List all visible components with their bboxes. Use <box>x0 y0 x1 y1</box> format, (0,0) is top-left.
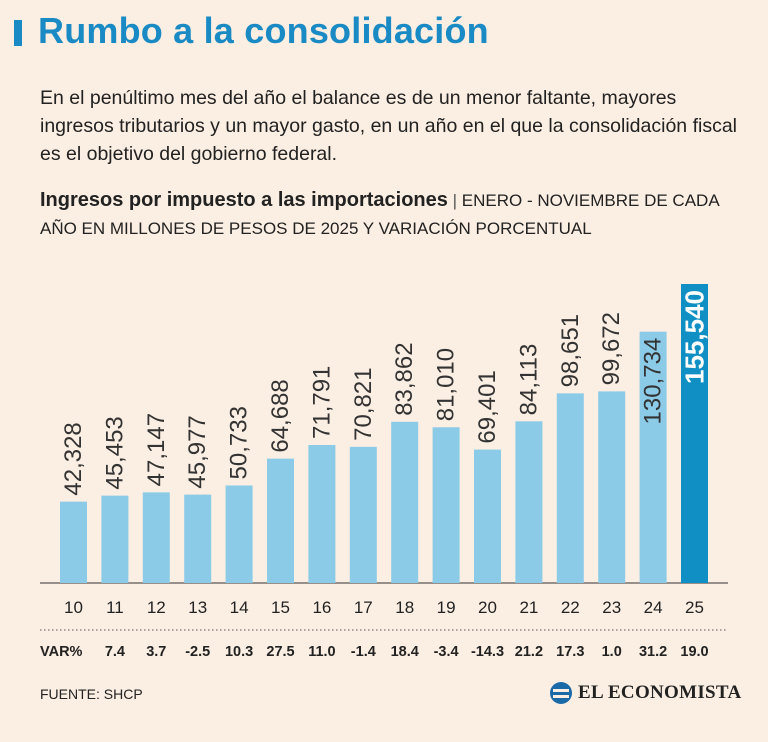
bar <box>308 444 336 583</box>
variation-value: -2.5 <box>185 644 210 660</box>
brand-name: EL ECONOMISTA <box>578 682 742 703</box>
variation-value: 7.4 <box>105 644 125 660</box>
bar-value-label: 155,540 <box>680 290 710 384</box>
page-subtitle: En el penúltimo mes del año el balance e… <box>40 87 737 165</box>
chart-title-separator: | <box>452 191 458 210</box>
x-tick-label: 14 <box>230 598 249 617</box>
bar-value-label: 50,733 <box>226 406 253 479</box>
variation-value: 27.5 <box>266 644 294 660</box>
x-tick-label: 12 <box>147 598 166 617</box>
bar-value-label: 130,734 <box>640 338 667 425</box>
variation-value: 17.3 <box>556 644 584 660</box>
bar-value-label: 84,113 <box>515 344 542 416</box>
bar-chart: 42,328 10 45,453 11 7.4 47,147 12 3.7 45,977 13 -2… <box>40 284 728 660</box>
bar-value-label: 47,147 <box>143 413 170 486</box>
variation-value: 21.2 <box>515 644 543 660</box>
bar <box>639 331 667 583</box>
bar-value-label: 42,328 <box>60 422 87 495</box>
bar-value-label: 99,672 <box>598 312 625 385</box>
x-tick-label: 23 <box>602 598 621 617</box>
bar-value-label: 45,453 <box>101 416 128 489</box>
brand-logo: EL ECONOMISTA <box>550 682 742 704</box>
bar-value-label: 81,010 <box>433 348 460 421</box>
x-tick-label: 10 <box>64 598 83 617</box>
logo-icon <box>550 682 572 704</box>
bar <box>101 495 129 583</box>
x-tick-label: 18 <box>395 598 414 617</box>
variation-value: -3.4 <box>434 644 459 660</box>
x-tick-label: 11 <box>106 598 124 617</box>
bar-value-label: 70,821 <box>350 367 377 440</box>
bar <box>142 492 170 583</box>
bar <box>474 449 501 583</box>
bar-value-label: 45,977 <box>184 415 211 488</box>
bar <box>225 485 253 583</box>
bar <box>267 458 294 583</box>
x-tick-label: 24 <box>644 598 663 617</box>
x-tick-label: 19 <box>437 598 456 617</box>
bar <box>60 501 87 583</box>
bar <box>598 391 626 583</box>
source-note: FUENTE: SHCP <box>40 686 143 702</box>
variation-value: 1.0 <box>602 644 622 660</box>
chart-title-block: Ingresos por impuesto a las importacione… <box>40 186 740 243</box>
chart-title: Ingresos por impuesto a las importacione… <box>40 189 448 211</box>
bar <box>556 393 584 583</box>
x-tick-label: 22 <box>561 598 580 617</box>
bar-value-label: 64,688 <box>267 379 294 452</box>
bar <box>349 446 377 583</box>
x-tick-label: 17 <box>354 598 373 617</box>
bar <box>681 284 708 583</box>
x-tick-label: 20 <box>478 598 497 617</box>
bar-value-label: 71,791 <box>308 366 335 439</box>
x-tick-label: 15 <box>271 598 290 617</box>
bar-value-label: 83,862 <box>391 342 418 415</box>
bar-value-label: 69,401 <box>474 370 501 443</box>
bar <box>184 494 212 583</box>
variation-value: 11.0 <box>308 644 335 660</box>
title-accent-bar <box>14 20 22 46</box>
x-tick-label: 16 <box>312 598 331 617</box>
bar <box>432 427 460 583</box>
variation-value: 3.7 <box>146 644 166 660</box>
variation-value: 10.3 <box>225 644 253 660</box>
x-tick-label: 21 <box>519 598 538 617</box>
variation-value: -14.3 <box>471 644 504 660</box>
variation-value: 31.2 <box>639 644 667 660</box>
bar-value-label: 98,651 <box>557 314 584 387</box>
bar <box>515 421 543 583</box>
variation-value: 19.0 <box>680 644 708 660</box>
variation-value: -1.4 <box>351 644 376 660</box>
chart-subtitle: Enero - Noviembre de cada año en millone… <box>40 191 719 238</box>
x-tick-label: 25 <box>685 598 704 617</box>
bar <box>391 421 419 583</box>
variation-value: 18.4 <box>391 644 419 660</box>
variation-row-label: VAR% <box>40 644 83 660</box>
page-title: Rumbo a la consolidación <box>38 10 489 51</box>
x-tick-label: 13 <box>188 598 207 617</box>
